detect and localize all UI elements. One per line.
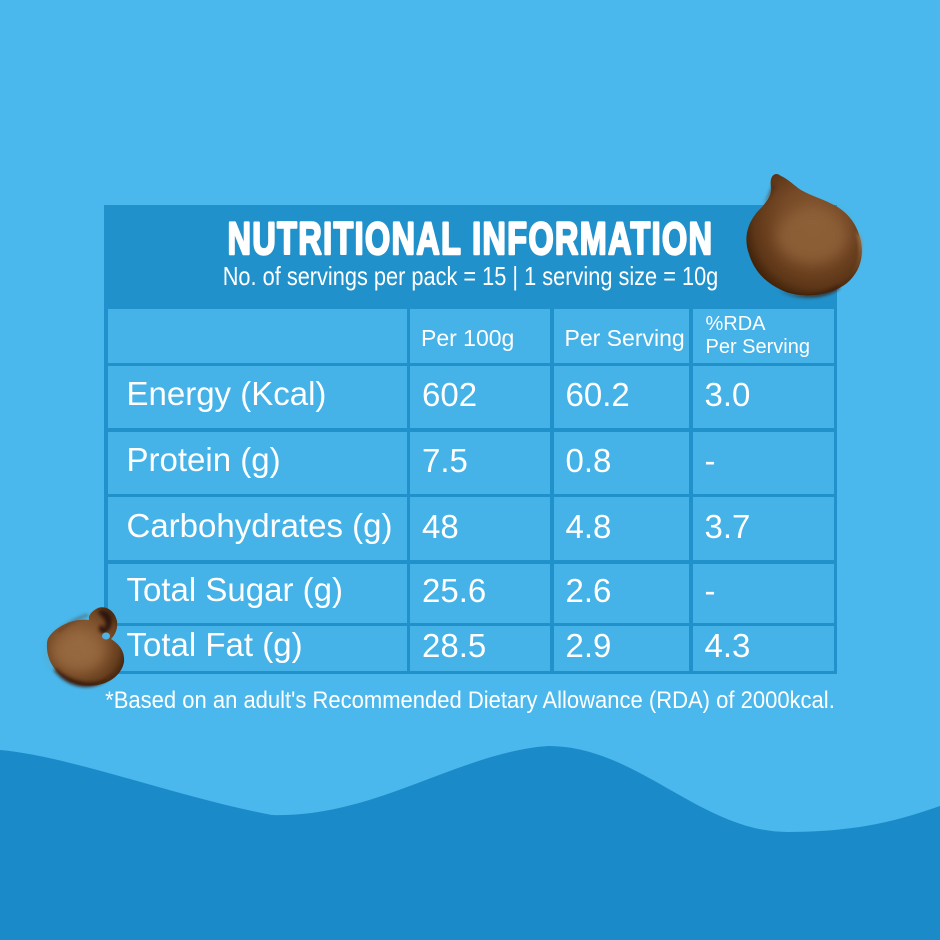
svg-text:NUTRITIONAL INFORMATION: NUTRITIONAL INFORMATION (228, 215, 714, 264)
